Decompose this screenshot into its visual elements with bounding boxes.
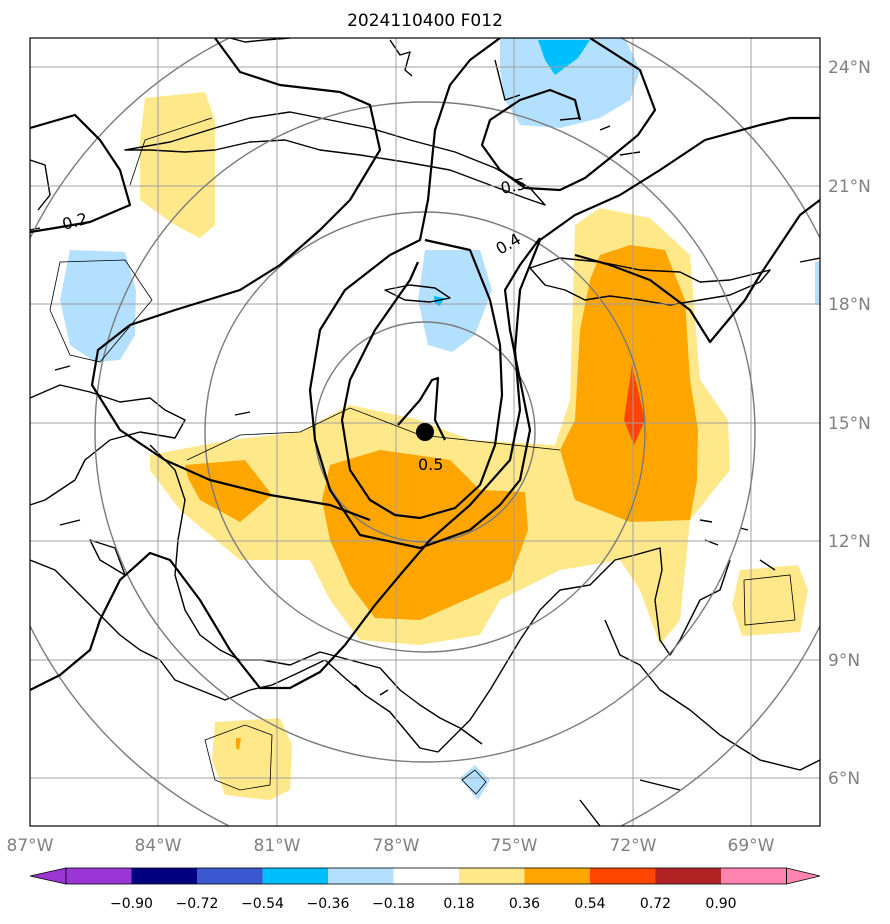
contour-0-2-left-arc [90, 38, 382, 522]
light-blue-region-north [500, 38, 640, 128]
colorbar: −0.90 −0.72 −0.54 −0.36 −0.18 0.18 0.36 … [29, 867, 821, 912]
bold-contours [30, 38, 820, 691]
light-blue-edge-east [815, 262, 820, 305]
lon-tick-label: 78°W [373, 836, 420, 856]
colorbar-tick-label: −0.36 [307, 896, 350, 912]
orange-region-center [322, 450, 528, 620]
light-blue-region-west [60, 250, 136, 362]
lat-tick-label: 6°N [828, 769, 860, 789]
red-orange-core [624, 365, 645, 445]
colorbar-tick-label: 0.54 [574, 896, 605, 912]
colorbar-segment [459, 868, 525, 884]
colorbar-segment [590, 868, 656, 884]
orange-region-west [185, 460, 272, 522]
contour-0-5-north [480, 38, 657, 192]
coast-cuba [124, 111, 546, 206]
longitude-labels: 87°W 84°W 81°W 78°W 75°W 72°W 69°W [7, 836, 775, 856]
colorbar-segment [66, 868, 132, 884]
colorbar-tick-label: −0.54 [241, 896, 284, 912]
lat-tick-label: 9°N [828, 651, 860, 671]
blue-region-north [538, 40, 590, 75]
coast-south-america-inland [579, 619, 820, 826]
colorbar-tick-label: 0.18 [443, 896, 474, 912]
coast-panama-colombia [30, 559, 439, 753]
lon-tick-label: 87°W [7, 836, 54, 856]
map-frame [29, 37, 821, 827]
colorbar-tick-label: −0.90 [110, 896, 153, 912]
lat-tick-label: 21°N [828, 177, 871, 197]
orange-region-east [560, 245, 698, 522]
colorbar-segment [197, 868, 263, 884]
contour-0-2-west [30, 113, 132, 234]
map-panel: 0.2 0.5 0.4 0.5 [30, 38, 820, 826]
coast-jamaica [384, 284, 451, 303]
lon-tick-label: 84°W [135, 836, 182, 856]
yellow-region-northwest [140, 92, 215, 238]
contour-east [30, 116, 820, 691]
colorbar-segment [131, 868, 197, 884]
colorbar-tick-label: 0.72 [640, 896, 671, 912]
latitude-labels: 24°N 21°N 18°N 15°N 12°N 9°N 6°N [828, 58, 871, 789]
storm-center-marker [416, 423, 434, 441]
lat-tick-label: 18°N [828, 295, 871, 315]
lat-tick-label: 12°N [828, 532, 871, 552]
contour-east-outer [574, 199, 820, 344]
colorbar-segment [328, 868, 394, 884]
colorbar-tick-label: 0.90 [705, 896, 736, 912]
contour-label-0-5-north: 0.5 [499, 174, 528, 198]
coast-puerto-rico [799, 257, 820, 263]
coast-venezuela [437, 547, 731, 753]
contour-0-5-inner [340, 238, 504, 520]
colorbar-tick-label: −0.72 [176, 896, 219, 912]
light-blue-spot-south [460, 765, 490, 800]
colorbar-tick-label: −0.18 [372, 896, 415, 912]
colorbar-extend-low [29, 867, 67, 885]
lon-tick-label: 75°W [491, 836, 538, 856]
colorbar-segment [655, 868, 721, 884]
thin-contours [49, 117, 796, 795]
colorbar-segment [524, 868, 590, 884]
colorbar-segment [262, 868, 328, 884]
coast-central-america [30, 384, 186, 506]
yellow-region-east [732, 565, 808, 636]
colorbar-segment [393, 868, 459, 884]
lon-tick-label: 72°W [610, 836, 657, 856]
coast-bahamas [389, 39, 641, 156]
chart-title: 2024110400 F012 [347, 11, 503, 31]
lat-tick-label: 24°N [828, 58, 871, 78]
contour-label-0-5-center: 0.5 [418, 455, 443, 474]
coast-lesser-antilles [699, 519, 776, 571]
contour-0-5-center [397, 376, 446, 441]
lon-tick-label: 81°W [254, 836, 301, 856]
colorbar-segment [721, 868, 787, 884]
orange-spot-southwest [236, 738, 241, 750]
lat-tick-label: 15°N [828, 414, 871, 434]
colorbar-extend-high [786, 867, 821, 885]
colorbar-tick-label: 0.36 [509, 896, 540, 912]
light-blue-region-center [418, 250, 492, 352]
lon-tick-label: 69°W [728, 836, 775, 856]
